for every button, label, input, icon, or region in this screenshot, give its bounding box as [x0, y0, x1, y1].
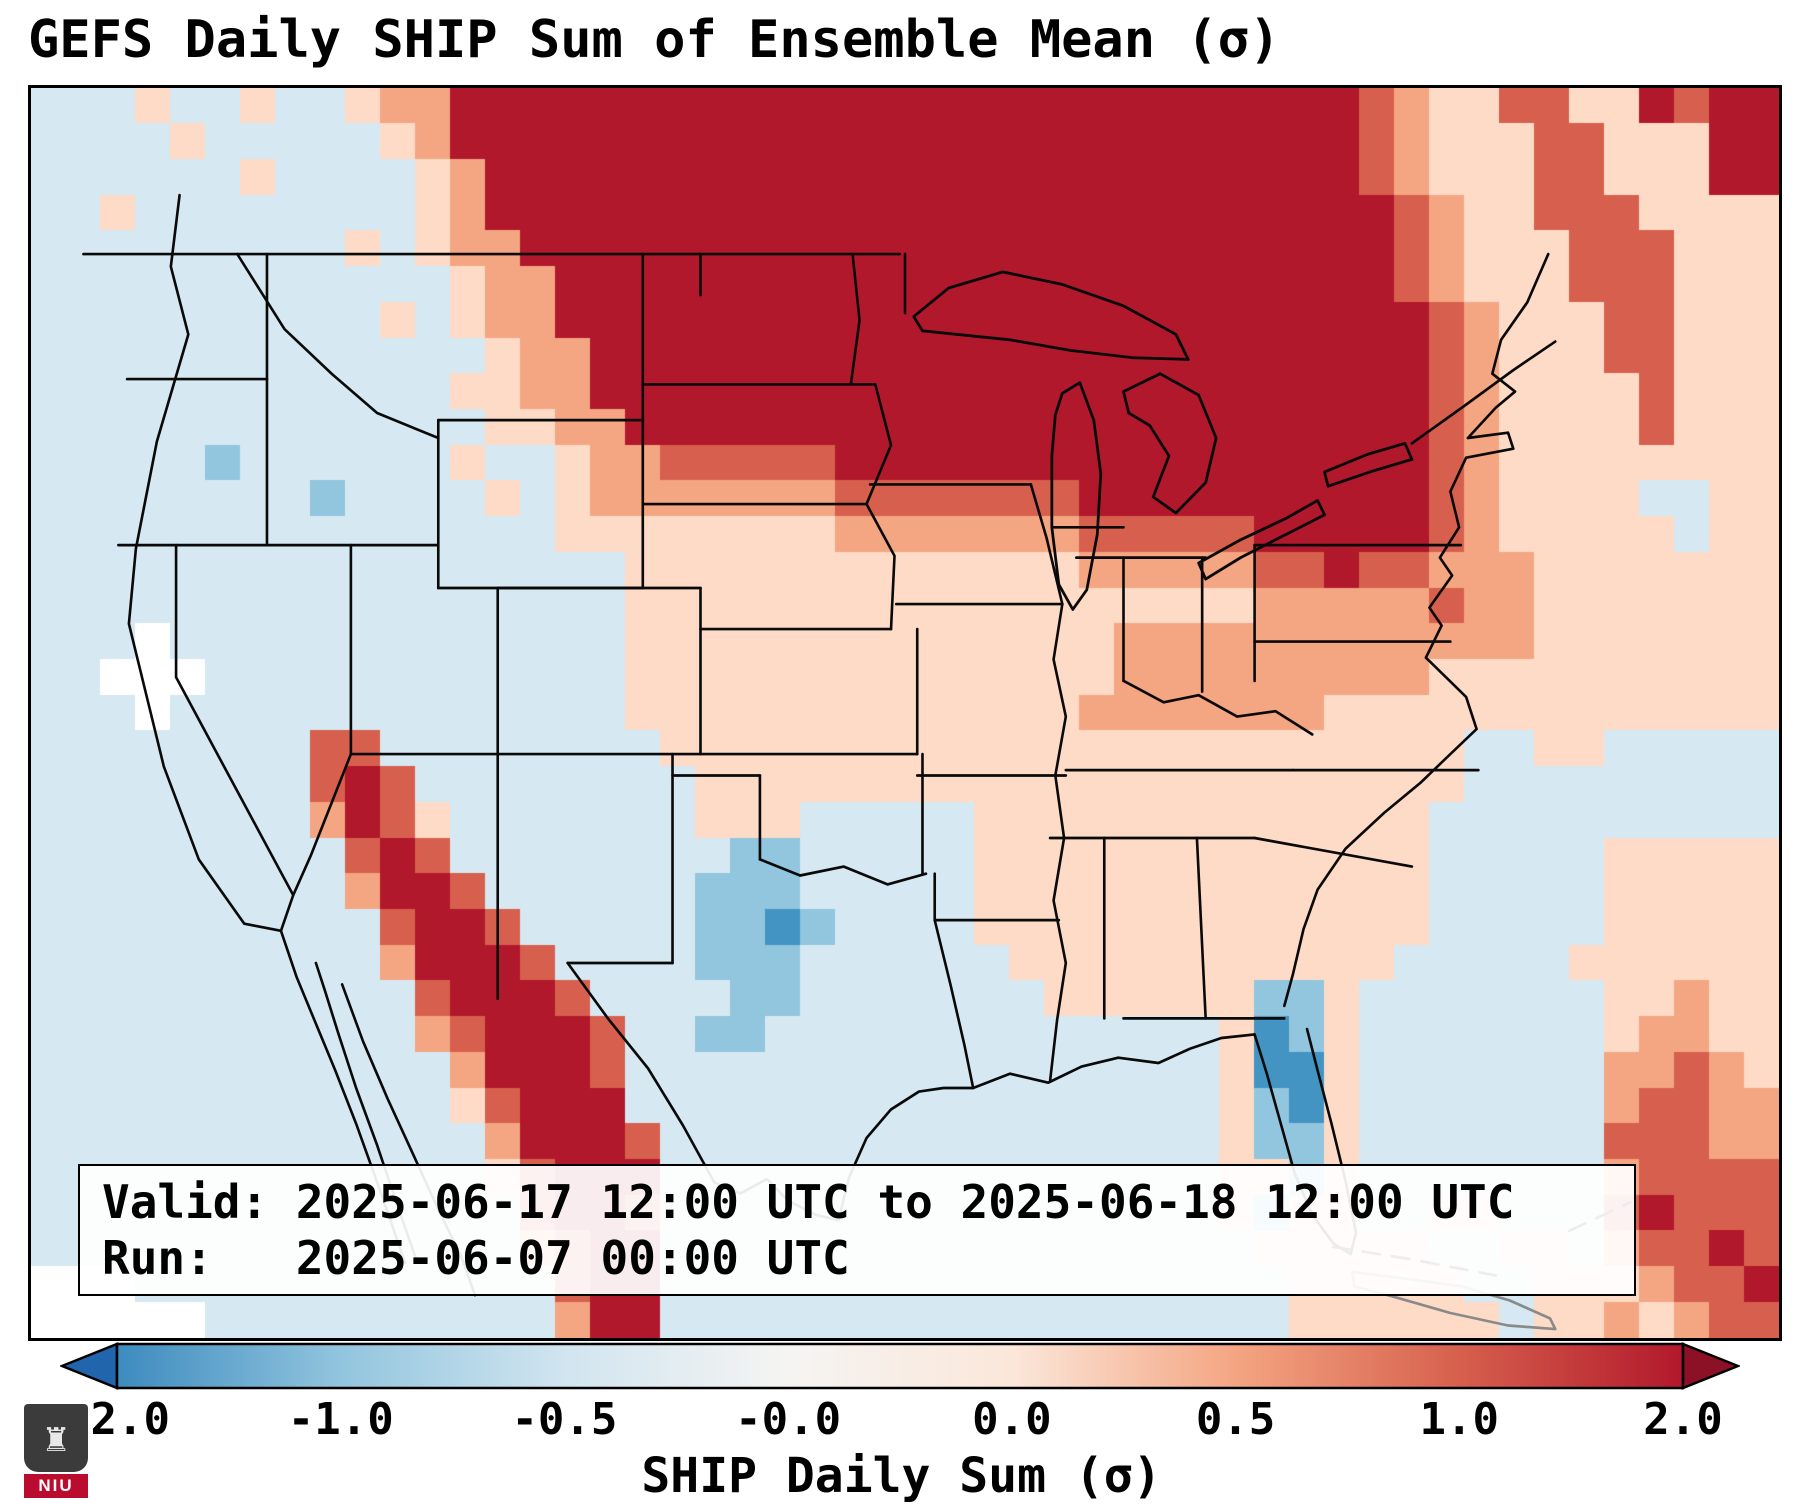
colorbar-tick: 0.0	[972, 1394, 1052, 1445]
validity-info-box: Valid: 2025-06-17 12:00 UTC to 2025-06-1…	[78, 1164, 1636, 1296]
colorbar-label: SHIP Daily Sum (σ)	[641, 1448, 1162, 1504]
colorbar-gradient	[60, 1342, 1740, 1390]
colorbar-tick: -0.0	[735, 1394, 842, 1445]
niu-logo-text: NIU	[24, 1474, 88, 1498]
niu-logo: ♜ NIU	[24, 1404, 88, 1498]
figure-title: GEFS Daily SHIP Sum of Ensemble Mean (σ)	[28, 10, 1281, 70]
heatmap-canvas	[31, 88, 1779, 1338]
niu-shield-icon: ♜	[24, 1404, 88, 1472]
colorbar-tick: 2.0	[1643, 1394, 1723, 1445]
castle-glyph: ♜	[43, 1415, 69, 1461]
colorbar-tick: -0.5	[511, 1394, 618, 1445]
colorbar-tick: -1.0	[287, 1394, 394, 1445]
colorbar-tick: 0.5	[1195, 1394, 1276, 1445]
map-panel: Valid: 2025-06-17 12:00 UTC to 2025-06-1…	[28, 85, 1782, 1341]
run-line: Run: 2025-06-07 00:00 UTC	[102, 1231, 850, 1285]
valid-line: Valid: 2025-06-17 12:00 UTC to 2025-06-1…	[102, 1175, 1515, 1229]
colorbar-ticks: -2.0 -1.0 -0.5 -0.0 0.0 0.5 1.0 2.0	[60, 1394, 1740, 1446]
colorbar-tick: 1.0	[1419, 1394, 1500, 1445]
